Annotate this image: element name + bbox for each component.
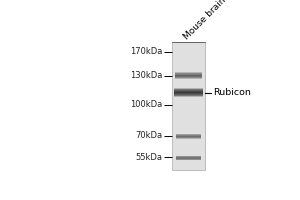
Bar xyxy=(174,89,203,90)
Bar xyxy=(175,78,202,79)
Text: Mouse brain: Mouse brain xyxy=(182,0,228,42)
Bar xyxy=(174,92,203,93)
Bar xyxy=(175,75,202,76)
Bar xyxy=(174,94,203,95)
Text: Rubicon: Rubicon xyxy=(213,88,251,97)
Bar xyxy=(176,157,201,158)
Bar xyxy=(176,156,201,157)
Text: 130kDa: 130kDa xyxy=(130,71,163,80)
Bar xyxy=(175,74,202,75)
Bar xyxy=(176,158,201,159)
Bar xyxy=(175,76,202,77)
Bar xyxy=(174,95,203,96)
Bar xyxy=(176,134,201,135)
Bar xyxy=(176,136,201,137)
Text: 55kDa: 55kDa xyxy=(136,153,163,162)
Bar xyxy=(175,77,202,78)
Bar xyxy=(176,138,201,139)
Text: 100kDa: 100kDa xyxy=(130,100,163,109)
Text: 170kDa: 170kDa xyxy=(130,47,163,56)
Bar xyxy=(176,135,201,136)
Bar xyxy=(174,96,203,97)
Bar xyxy=(176,159,201,160)
Bar xyxy=(175,72,202,73)
Bar xyxy=(176,137,201,138)
Bar xyxy=(174,91,203,92)
Bar xyxy=(174,93,203,94)
Bar xyxy=(175,73,202,74)
Text: 70kDa: 70kDa xyxy=(136,131,163,140)
Bar xyxy=(172,42,205,170)
Bar xyxy=(174,90,203,91)
Bar xyxy=(174,88,203,89)
